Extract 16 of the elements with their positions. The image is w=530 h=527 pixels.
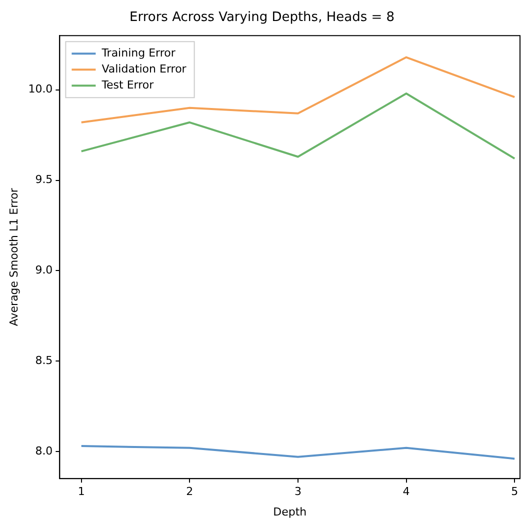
x-axis-title: Depth: [273, 505, 307, 518]
legend-label: Validation Error: [102, 62, 187, 76]
x-tick-label: 3: [294, 485, 302, 498]
x-tick-label: 5: [511, 485, 518, 498]
x-tick-label: 2: [186, 485, 194, 498]
x-tick-label: 1: [78, 485, 85, 498]
y-tick-label: 9.0: [35, 264, 53, 277]
legend-label: Training Error: [100, 46, 176, 60]
y-axis-title: Average Smooth L1 Error: [7, 188, 20, 326]
chart-title: Errors Across Varying Depths, Heads = 8: [129, 10, 395, 26]
y-tick-label: 8.0: [35, 444, 53, 458]
y-tick-label: 10.0: [28, 82, 53, 96]
legend-label: Test Error: [100, 78, 154, 92]
y-tick-label: 9.5: [35, 173, 53, 186]
y-tick-label: 8.5: [35, 354, 53, 367]
x-tick-label: 4: [402, 485, 410, 498]
